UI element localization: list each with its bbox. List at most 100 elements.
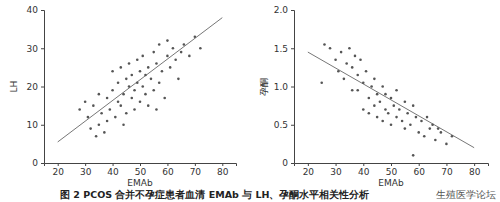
data-point bbox=[139, 101, 142, 104]
x-tick-mark bbox=[446, 163, 447, 166]
data-point bbox=[420, 120, 423, 123]
figure-caption: 图 2 PCOS 合并不孕症患者血清 EMAb 与 LH、孕酮水平相关性分析 bbox=[60, 189, 369, 200]
x-tick-mark bbox=[195, 163, 196, 166]
x-tick-mark bbox=[140, 163, 141, 166]
y-tick-mark bbox=[291, 10, 294, 11]
data-point bbox=[348, 47, 351, 50]
data-point bbox=[117, 101, 120, 104]
y-tick-label: 0 bbox=[282, 158, 288, 168]
x-tick-mark bbox=[85, 163, 86, 166]
x-axis: 20304050607080 bbox=[45, 163, 237, 177]
y-axis-title: LH bbox=[9, 81, 19, 93]
data-point bbox=[395, 116, 398, 119]
x-tick-label: 70 bbox=[190, 167, 202, 177]
data-point bbox=[125, 78, 128, 81]
data-point bbox=[409, 123, 412, 126]
x-tick-mark bbox=[58, 163, 59, 166]
data-point bbox=[356, 74, 359, 77]
y-tick: 0.5 bbox=[274, 120, 294, 130]
data-point bbox=[373, 104, 376, 107]
y-tick-label: 1.5 bbox=[274, 44, 288, 54]
data-point bbox=[136, 58, 139, 61]
data-point bbox=[437, 127, 440, 130]
x-axis-line bbox=[295, 164, 489, 167]
y-tick-mark bbox=[41, 125, 44, 126]
data-point bbox=[390, 123, 393, 126]
data-point bbox=[166, 55, 169, 58]
data-point bbox=[412, 154, 415, 157]
data-point bbox=[354, 55, 357, 58]
y-tick-label: 1.0 bbox=[274, 82, 289, 92]
y-tick: 20 bbox=[27, 82, 44, 92]
data-point bbox=[351, 66, 354, 69]
chart-panel: 2030405060708000.51.01.52.0EMAb孕酮 bbox=[259, 5, 489, 188]
data-point bbox=[147, 66, 150, 69]
x-tick: 80 bbox=[469, 163, 481, 177]
data-point bbox=[125, 112, 128, 115]
data-point bbox=[169, 66, 172, 69]
data-point bbox=[87, 116, 90, 119]
y-axis-line bbox=[41, 11, 45, 164]
x-tick-label: 50 bbox=[135, 167, 147, 177]
data-point bbox=[401, 120, 404, 123]
data-point bbox=[329, 47, 332, 50]
x-tick: 70 bbox=[190, 163, 202, 177]
y-tick-mark bbox=[41, 87, 44, 88]
x-tick: 60 bbox=[413, 163, 425, 177]
data-point bbox=[155, 108, 158, 111]
data-point bbox=[362, 81, 365, 84]
y-axis: 010203040 bbox=[27, 5, 45, 168]
data-point bbox=[139, 70, 142, 73]
data-point bbox=[128, 62, 131, 65]
data-point bbox=[426, 116, 429, 119]
data-point bbox=[106, 120, 109, 123]
data-point bbox=[177, 78, 180, 81]
y-tick-label: 10 bbox=[27, 120, 39, 130]
data-point bbox=[362, 108, 365, 111]
data-point bbox=[390, 97, 393, 100]
data-point bbox=[136, 81, 139, 84]
data-point bbox=[84, 101, 87, 104]
data-point bbox=[158, 43, 161, 46]
data-point bbox=[133, 108, 136, 111]
regression-line bbox=[58, 18, 223, 142]
data-point bbox=[144, 74, 147, 77]
data-point bbox=[174, 58, 177, 61]
data-point bbox=[106, 97, 109, 100]
data-point bbox=[376, 93, 379, 96]
x-tick-mark bbox=[308, 163, 309, 166]
watermark: 生殖医学论坛 bbox=[436, 189, 496, 200]
data-point bbox=[100, 112, 103, 115]
y-tick-label: 0 bbox=[32, 158, 38, 168]
data-point bbox=[120, 104, 123, 107]
x-tick: 80 bbox=[217, 163, 229, 177]
x-tick-mark bbox=[222, 163, 223, 166]
data-point bbox=[431, 123, 434, 126]
y-tick-mark bbox=[291, 163, 294, 164]
y-axis-title: 孕酮 bbox=[259, 78, 269, 96]
data-point bbox=[109, 108, 112, 111]
data-point bbox=[114, 116, 117, 119]
x-tick-mark bbox=[336, 163, 337, 166]
data-point bbox=[92, 104, 95, 107]
y-tick-label: 20 bbox=[27, 82, 39, 92]
x-tick: 50 bbox=[386, 163, 398, 177]
y-axis: 0 0.5 1.0 1.5 2.0 bbox=[274, 5, 295, 168]
data-point bbox=[404, 127, 407, 130]
data-point bbox=[417, 131, 420, 134]
x-tick-label: 60 bbox=[413, 167, 425, 177]
data-point bbox=[103, 131, 106, 134]
data-point bbox=[180, 51, 183, 54]
data-point bbox=[141, 55, 144, 58]
data-point bbox=[381, 120, 384, 123]
data-point bbox=[365, 70, 368, 73]
y-tick-label: 2.0 bbox=[274, 5, 289, 15]
data-point bbox=[98, 123, 101, 126]
y-tick-mark bbox=[291, 48, 294, 49]
plot-area bbox=[58, 18, 223, 142]
y-tick-label: 0.5 bbox=[274, 120, 288, 130]
x-tick-label: 40 bbox=[107, 167, 119, 177]
data-point bbox=[404, 101, 407, 104]
data-point bbox=[356, 89, 359, 92]
x-tick-label: 30 bbox=[330, 167, 342, 177]
